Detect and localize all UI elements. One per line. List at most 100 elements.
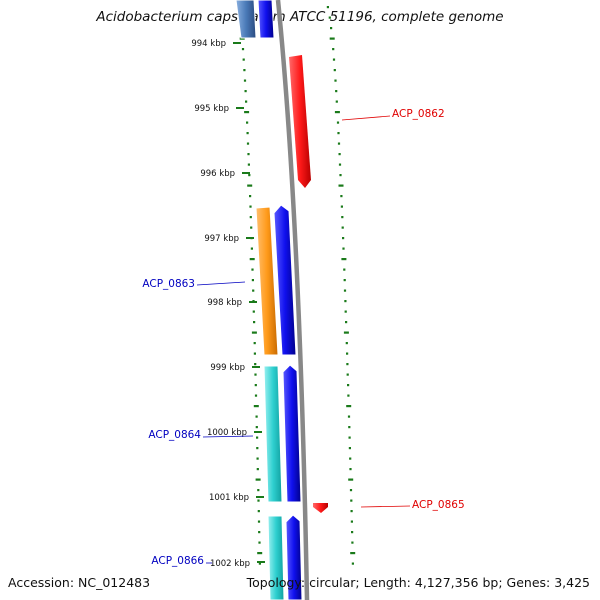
gc-dot-left (247, 184, 253, 187)
gc-dot-left (239, 37, 245, 40)
gc-dot-right (343, 279, 346, 282)
tick-label: 1000 kbp (207, 428, 247, 438)
gc-dot-left (243, 69, 246, 72)
gc-dot-right (351, 531, 354, 534)
gc-dot-right (336, 121, 340, 124)
gc-dot-left (253, 321, 256, 324)
gc-dot-right (333, 69, 336, 72)
gc-dot-left (250, 226, 253, 229)
gc-dot-left (258, 562, 261, 565)
gene-labels: ACP_0862 ACP_0863 ACP_0864 ACP_0865 ACP_… (142, 108, 464, 567)
gc-dot-right (339, 174, 342, 177)
gc-dot-right (338, 184, 344, 187)
gene-blue-top (257, 0, 275, 39)
gc-dot-left (255, 478, 261, 481)
gc-dot-right (344, 310, 347, 313)
gc-dot-right (338, 163, 342, 166)
gene-label-acp-0865: ACP_0865 (412, 499, 465, 511)
gc-dot-right (344, 300, 347, 303)
gc-dot-left (249, 216, 252, 219)
gc-dot-left (248, 174, 251, 177)
gene-acp-0862 (289, 55, 311, 188)
gc-dot-right (337, 142, 341, 145)
gc-dot-right (332, 48, 335, 51)
gc-dot-right (347, 394, 350, 397)
gc-dot-left (256, 457, 259, 460)
gc-dot-left (245, 100, 248, 103)
gene-label-acp-0863: ACP_0863 (142, 278, 195, 290)
gc-dot-right (330, 27, 333, 30)
gc-dot-right (350, 552, 356, 555)
gc-dot-left (242, 58, 245, 61)
gc-dot-left (253, 352, 256, 355)
gene-label-acp-0862: ACP_0862 (392, 108, 445, 120)
gc-dot-left (256, 436, 259, 439)
topology-text: Topology: circular; Length: 4,127,356 bp… (246, 575, 590, 590)
gc-dot-left (246, 121, 249, 124)
gc-dot-right (345, 342, 348, 345)
gc-dot-right (343, 289, 347, 292)
gc-dot-left (247, 163, 250, 166)
gene-acp-0863-strand (273, 204, 297, 356)
gc-dot-right (343, 331, 349, 334)
gc-dot-right (341, 216, 344, 219)
gene-acp-0865 (313, 503, 328, 513)
gc-dot-left (246, 142, 250, 145)
tick-label: 995 kbp (194, 104, 229, 114)
gc-dot-left (244, 111, 250, 114)
tick-label: 996 kbp (200, 169, 235, 179)
gc-dot-right (349, 489, 353, 492)
gc-dot-left (252, 289, 255, 292)
gc-dot-left (252, 310, 255, 313)
gene-label-acp-0866: ACP_0866 (151, 555, 204, 567)
tick-label: 999 kbp (210, 363, 245, 373)
gc-dot-left (241, 48, 245, 51)
gc-dot-left (257, 489, 260, 492)
tick-label: 1001 kbp (209, 493, 249, 503)
gene-acp-0864 (263, 365, 283, 503)
gc-dot-left (254, 384, 257, 387)
gc-dot-left (253, 342, 256, 345)
tick-label: 998 kbp (207, 298, 242, 308)
gc-dot-right (343, 268, 346, 271)
gc-dot-right (350, 520, 353, 523)
gc-dot-right (340, 195, 343, 198)
gc-dot-left (249, 258, 255, 261)
gc-dot-right (340, 205, 343, 208)
gc-dot-left (253, 405, 259, 408)
gc-dot-right (346, 363, 349, 366)
tick-label: 1002 kbp (210, 559, 250, 569)
gc-dot-right (335, 100, 338, 103)
gc-dot-right (349, 468, 352, 471)
gc-dot-left (258, 531, 261, 534)
gc-dot-right (349, 457, 352, 460)
gc-dot-left (244, 90, 247, 93)
gc-dot-left (249, 195, 252, 198)
gc-track-left (237, 6, 263, 565)
gc-dot-left (251, 331, 257, 334)
gene-steel-top (235, 0, 257, 39)
gc-dot-left (257, 510, 260, 513)
gc-dot-right (334, 111, 340, 114)
gc-dot-left (257, 499, 260, 502)
gc-dot-right (346, 373, 349, 376)
gene-acp-0866 (267, 515, 285, 600)
gc-dot-right (329, 37, 335, 40)
tick-label: 997 kbp (204, 234, 239, 244)
gc-dot-right (348, 478, 354, 481)
gc-dot-right (341, 226, 344, 229)
gc-dot-left (254, 373, 257, 376)
gc-dot-right (346, 405, 352, 408)
gene-acp-0863 (255, 206, 279, 356)
gc-dot-left (249, 205, 252, 208)
gc-dot-right (351, 562, 354, 565)
genome-backbone (275, 0, 310, 600)
gc-dot-right (348, 447, 351, 450)
gc-dot-left (256, 468, 259, 471)
gc-dot-left (258, 541, 261, 544)
gc-dot-left (255, 415, 258, 418)
gc-dot-left (251, 268, 254, 271)
gc-dot-right (345, 321, 348, 324)
gc-dot-right (351, 541, 354, 544)
